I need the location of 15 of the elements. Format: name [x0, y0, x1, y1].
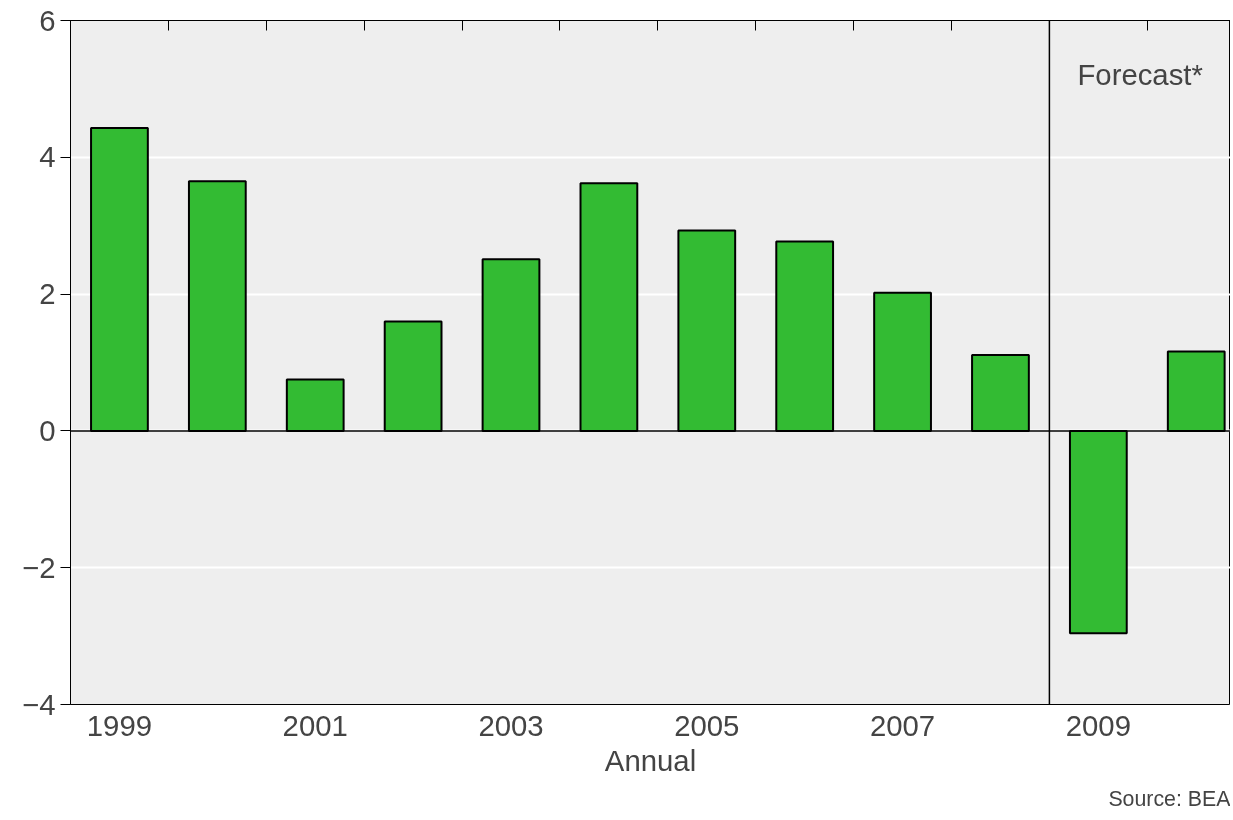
x-tick-label: 1999: [86, 708, 153, 742]
x-axis-title: Annual: [604, 743, 697, 777]
y-tick-label: 4: [39, 140, 56, 174]
y-tick-label: −4: [22, 687, 56, 721]
x-tick-label: 2009: [1065, 708, 1131, 742]
y-tick-label: 0: [39, 413, 56, 447]
source-note: Source: BEA: [1108, 786, 1232, 811]
x-tick-label: 2001: [282, 708, 348, 742]
y-tick-label: −2: [22, 550, 56, 584]
x-tick-label: 2007: [869, 708, 936, 742]
y-tick-label: 2: [39, 277, 56, 311]
x-tick-label: 2003: [478, 708, 544, 742]
x-tick-label: 2005: [674, 708, 740, 742]
ref-line-label: Forecast*: [1077, 57, 1203, 91]
y-tick-label: 6: [39, 3, 56, 37]
